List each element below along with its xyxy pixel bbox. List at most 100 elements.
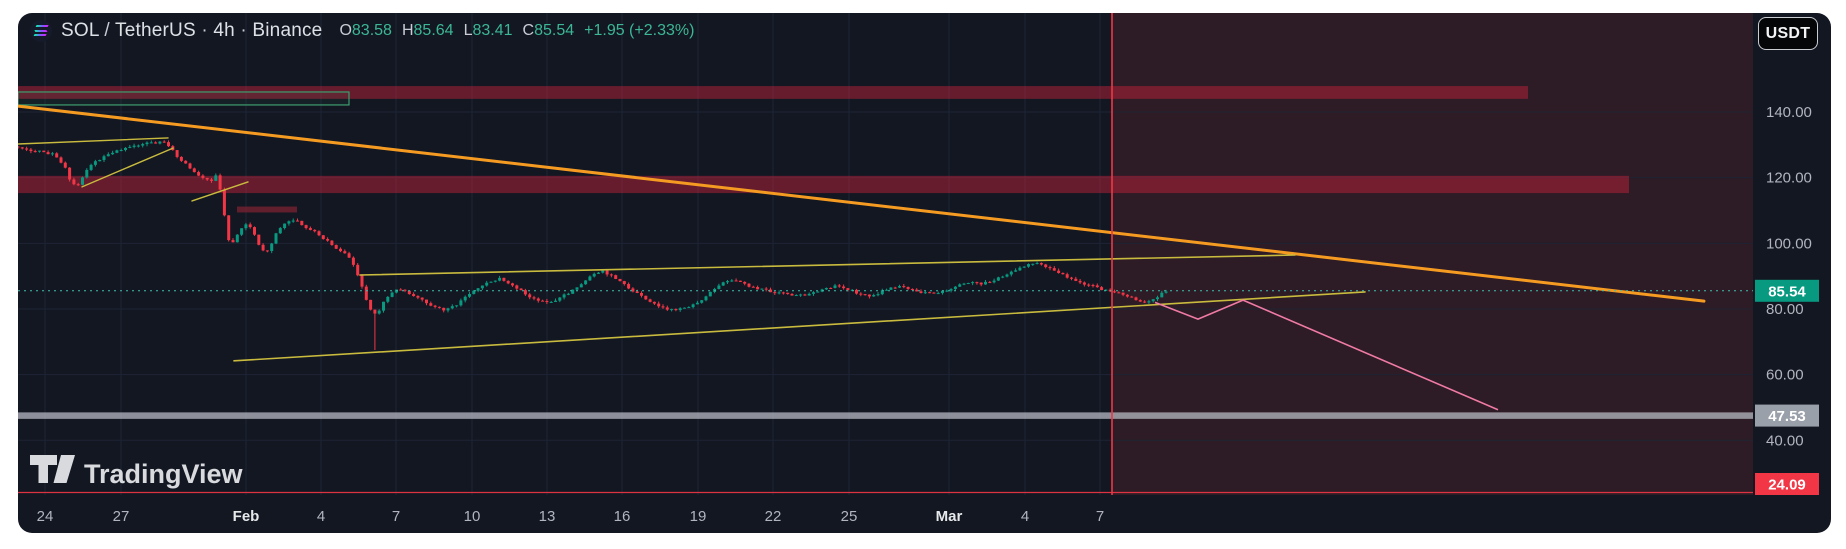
candle-body (562, 294, 566, 298)
candle-body (154, 142, 158, 144)
candle-body (683, 307, 686, 309)
candle-body (1121, 292, 1125, 295)
candle-body (558, 297, 562, 301)
ohlc-item: H85.64 (401, 22, 454, 39)
candle-body (1035, 263, 1039, 265)
candle-body (640, 292, 643, 296)
candle-body (356, 264, 360, 276)
currency-toggle-button[interactable]: USDT (1758, 17, 1818, 50)
candle-body (743, 281, 747, 284)
candle-body (695, 302, 699, 305)
candle-body (274, 233, 278, 244)
candle-body (889, 287, 893, 290)
candle-body (141, 144, 145, 146)
candle-body (992, 280, 996, 283)
candle-body (627, 284, 631, 289)
candle-body (321, 235, 325, 240)
candle-body (988, 281, 992, 283)
candle-body (975, 282, 979, 284)
candle-body (1078, 280, 1082, 283)
tradingview-logo-icon (30, 455, 57, 483)
candle-body (605, 270, 609, 275)
candle-body (205, 177, 209, 180)
candle-body (399, 289, 403, 291)
yellow-channel-bottom[interactable] (233, 291, 1366, 362)
price-badge-value: 85.54 (1768, 283, 1806, 300)
candle-body (928, 292, 932, 294)
candle-body (162, 141, 166, 143)
candle-body (1104, 289, 1108, 291)
candle-body (42, 150, 46, 153)
time-axis-label: Feb (233, 508, 260, 525)
candle-body (958, 284, 962, 287)
price-badge-bg (1755, 473, 1819, 495)
candle-body (326, 239, 330, 241)
candle-body (678, 308, 682, 311)
time-axis-label: 10 (464, 508, 481, 525)
candle-body (769, 289, 772, 293)
candle-body (747, 283, 751, 287)
candle-body (979, 282, 983, 285)
candle-body (721, 282, 725, 286)
time-axis-label: 7 (1096, 508, 1104, 525)
candle-body (880, 290, 884, 295)
candle-body (1160, 292, 1164, 298)
candle-body (704, 296, 708, 301)
price-axis-label: 80.00 (1766, 301, 1804, 318)
candle-body (588, 276, 592, 281)
chart-plot-area[interactable]: TradingView (17, 13, 1754, 495)
candle-body (192, 168, 196, 173)
candle-body (971, 282, 975, 284)
candle-body (872, 295, 876, 297)
candle-body (347, 253, 351, 258)
candle-body (1048, 267, 1052, 269)
candle-body (511, 283, 514, 286)
candle-body (670, 309, 674, 311)
candle-body (304, 225, 308, 229)
candle-body (222, 189, 226, 216)
candle-body (76, 184, 80, 186)
candle-body (816, 291, 820, 293)
candle-body (554, 300, 557, 302)
candle-body (1082, 282, 1086, 285)
time-axis-label: 7 (392, 508, 400, 525)
symbol-title[interactable]: SOL / TetherUS · 4h · Binance (61, 20, 322, 42)
candle-body (1087, 284, 1091, 286)
candle-body (1061, 272, 1065, 275)
candle-body (429, 303, 433, 306)
candle-body (184, 160, 188, 164)
mini-trendline-b[interactable] (81, 147, 174, 188)
chart-header[interactable]: SOL / TetherUS · 4h · Binance O83.58 H85.… (30, 20, 694, 42)
pink-projection-path[interactable] (1154, 299, 1499, 411)
candle-body (528, 294, 532, 298)
candle-body (296, 220, 299, 222)
mini-trendline-c[interactable] (191, 181, 249, 202)
candle-body (661, 306, 665, 308)
orange-descending-trendline[interactable] (18, 104, 1706, 303)
candle-body (20, 147, 24, 149)
candle-body (364, 286, 368, 300)
mini-trendline-a[interactable] (18, 137, 169, 145)
candle-body (360, 275, 364, 287)
candle-body (545, 301, 549, 303)
candle-body (962, 283, 966, 285)
candle-body (549, 301, 553, 303)
candle-body (231, 240, 235, 243)
time-axis-label: 13 (539, 508, 556, 525)
candle-body (790, 293, 794, 296)
candle-body (657, 303, 661, 307)
candle-body (781, 292, 785, 294)
ohlc-item: L83.41 (463, 22, 513, 39)
candle-body (941, 290, 944, 294)
interval-label[interactable]: 4h (213, 20, 235, 41)
candle-body (1074, 278, 1078, 281)
supply-zone-120 (18, 175, 1629, 194)
candle-body (450, 306, 454, 309)
candle-body (760, 288, 764, 290)
tradingview-watermark: TradingView (30, 455, 244, 489)
candle-body (175, 150, 179, 157)
candle-body (893, 287, 897, 289)
price-axis-label: 100.00 (1766, 235, 1812, 252)
yellow-channel-top[interactable] (359, 254, 1296, 276)
